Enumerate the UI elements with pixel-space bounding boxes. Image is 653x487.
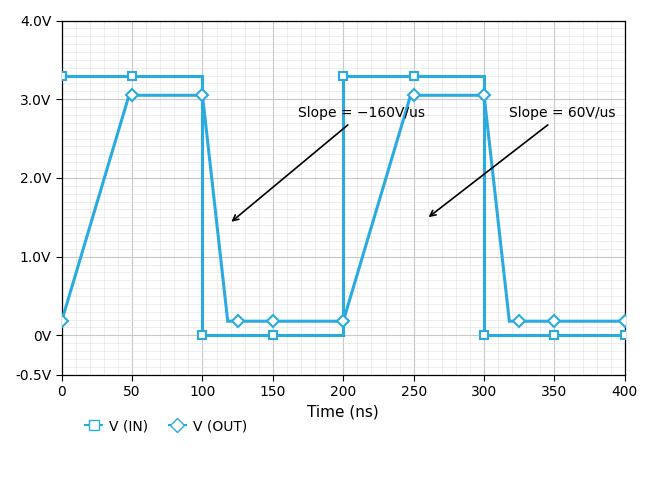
X-axis label: Time (ns): Time (ns) xyxy=(308,405,379,420)
Text: Slope = −160V/us: Slope = −160V/us xyxy=(232,106,425,221)
Legend: V (IN), V (OUT): V (IN), V (OUT) xyxy=(80,413,253,439)
Text: Slope = 60V/us: Slope = 60V/us xyxy=(430,106,616,216)
